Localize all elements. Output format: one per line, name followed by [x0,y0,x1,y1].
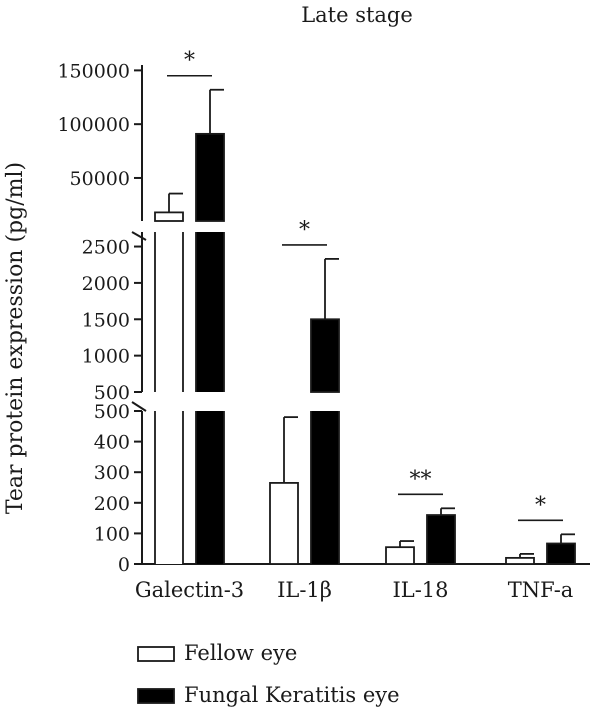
legend-label: Fellow eye [184,641,297,665]
y-tick-label: 500 [94,382,130,404]
bar [546,542,576,565]
bar [505,556,535,565]
y-tick-label: 50000 [70,168,130,190]
significance-marker: ** [410,467,432,492]
legend: Fellow eye Fungal Keratitis eye [137,641,400,707]
y-tick-label: 100 [94,523,130,545]
bar [310,318,340,393]
y-tick-label: 1500 [82,309,130,331]
y-tick-label: 1000 [82,346,130,368]
legend-label: Fungal Keratitis eye [184,683,400,707]
y-tick-label: 500 [94,401,130,423]
bar [426,514,456,565]
y-tick-label: 150000 [57,60,130,82]
legend-swatch [137,688,175,704]
bar [154,211,184,222]
bar [385,546,415,565]
x-tick-label: Galectin-3 [135,578,244,602]
y-tick-label: 0 [118,554,130,576]
axis-break-mark-1 [131,231,147,241]
bar-body [196,232,224,392]
x-tick-label: IL-1β [277,578,332,602]
bar-body [196,411,224,564]
chart-title: Late stage [301,3,413,27]
x-tick-label: TNF-a [508,578,574,602]
bar-body [155,411,183,564]
significance-marker: * [535,493,546,518]
y-tick-label: 400 [94,432,130,454]
y-axis-label: Tear protein expression (pg/ml) [3,162,28,514]
y-tick-label: 2000 [82,273,130,295]
x-tick-label: IL-18 [392,578,448,602]
y-tick-label: 300 [94,462,130,484]
y-tick-label: 200 [94,493,130,515]
bar [269,482,299,565]
y-tick-label: 100000 [57,114,130,136]
significance-marker: * [299,218,310,243]
legend-swatch [137,646,175,662]
axis-break-mark-0 [131,401,147,412]
significance-marker: * [184,49,195,74]
bar-body [311,411,339,564]
bar [195,132,225,222]
bar-body [155,232,183,392]
y-tick-label: 2500 [82,237,130,259]
